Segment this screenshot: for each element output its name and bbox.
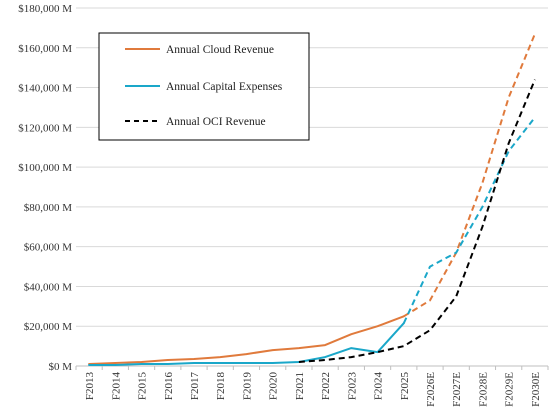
x-tick-label-3: F2016 [163,372,175,401]
data-point-s0-7 [272,349,274,351]
x-tick-label-14: F2027E [451,372,463,407]
data-point-s2-17 [534,79,536,81]
x-tick-label-12: F2025 [399,372,411,401]
data-point-s0-6 [245,353,247,355]
x-tick-label-10: F2023 [346,372,358,401]
data-point-s0-1 [114,362,116,364]
y-tick-label-8: $160,000 M [18,43,72,55]
x-tick-label-15: F2028E [477,372,489,407]
data-point-s0-16 [508,97,510,99]
data-point-s0-15 [481,182,483,184]
x-tick-label-1: F2014 [110,372,122,401]
x-tick-label-7: F2020 [268,372,280,401]
x-tick-label-8: F2021 [294,372,306,400]
y-tick-label-0: $0 M [48,361,72,373]
data-point-s2-12 [403,345,405,347]
legend: Annual Cloud Revenue Annual Capital Expe… [98,32,310,141]
y-axis-tick-labels: $0 M $20,000 M $40,000 M $60,000 M $80,000 M… [18,3,72,373]
data-point-s1-2 [141,363,143,365]
data-point-s2-8 [298,361,300,363]
data-point-s1-5 [219,362,221,364]
data-point-s0-8 [298,347,300,349]
series-line-estimate-1 [402,116,536,324]
data-point-s2-11 [377,351,379,353]
data-point-s0-10 [350,333,352,335]
data-point-s1-17 [534,116,536,118]
data-point-s0-3 [167,359,169,361]
x-tick-label-17: F2030E [530,372,542,407]
data-point-s1-0 [88,364,90,366]
data-point-s2-15 [481,226,483,228]
x-tick-label-11: F2024 [373,372,385,401]
y-tick-label-5: $100,000 M [18,162,72,174]
data-point-s2-9 [324,359,326,361]
data-point-s1-14 [455,252,457,254]
legend-label-oci-revenue: Annual OCI Revenue [166,116,266,128]
data-point-s2-10 [350,356,352,358]
series-line-estimate-0 [403,33,536,318]
data-point-s1-12 [403,322,405,324]
data-point-s1-16 [508,150,510,152]
data-point-s2-16 [508,142,510,144]
data-point-s0-9 [324,344,326,346]
data-point-s1-9 [324,356,326,358]
data-point-s2-14 [455,295,457,297]
data-point-s0-12 [403,315,405,317]
legend-label-cloud-revenue: Annual Cloud Revenue [166,44,274,56]
data-point-s0-17 [534,33,536,35]
y-tick-label-7: $140,000 M [18,83,72,95]
x-tick-label-0: F2013 [84,372,96,401]
data-point-s1-15 [481,206,483,208]
x-tick-label-4: F2017 [189,372,201,401]
data-point-s0-13 [429,299,431,301]
data-point-s1-7 [272,362,274,364]
data-point-s1-4 [193,362,195,364]
y-tick-label-9: $180,000 M [18,3,72,15]
data-point-s0-11 [377,325,379,327]
x-tick-label-5: F2018 [215,372,227,401]
x-tick-label-9: F2022 [320,372,332,400]
series-lines [88,33,536,366]
y-tick-label-3: $60,000 M [24,242,73,254]
x-tick-label-13: F2026E [425,372,437,407]
data-point-s1-1 [114,364,116,366]
data-point-s0-5 [219,356,221,358]
axes [75,365,549,370]
legend-label-capital-expenses: Annual Capital Expenses [166,81,283,93]
x-axis-tick-labels: F2013 F2014 F2015 F2016 F2017 F2018 F2019 F2020… [84,372,542,407]
data-point-s0-2 [141,361,143,363]
y-tick-label-2: $40,000 M [24,281,73,293]
data-point-s1-6 [245,362,247,364]
data-point-s2-13 [429,329,431,331]
series-line-estimate-2 [298,79,536,363]
x-tick-label-16: F2029E [504,372,516,407]
data-point-s1-3 [167,363,169,365]
y-tick-label-4: $80,000 M [24,202,73,214]
x-tick-label-2: F2015 [137,372,149,401]
data-point-s0-4 [193,358,195,360]
series-line-actual-0 [88,315,405,365]
y-tick-label-1: $20,000 M [24,321,73,333]
x-tick-label-6: F2019 [241,372,253,401]
y-tick-label-6: $120,000 M [18,122,72,134]
data-point-s1-10 [350,347,352,349]
series-line-actual-1 [88,322,405,366]
data-point-s1-13 [429,266,431,268]
